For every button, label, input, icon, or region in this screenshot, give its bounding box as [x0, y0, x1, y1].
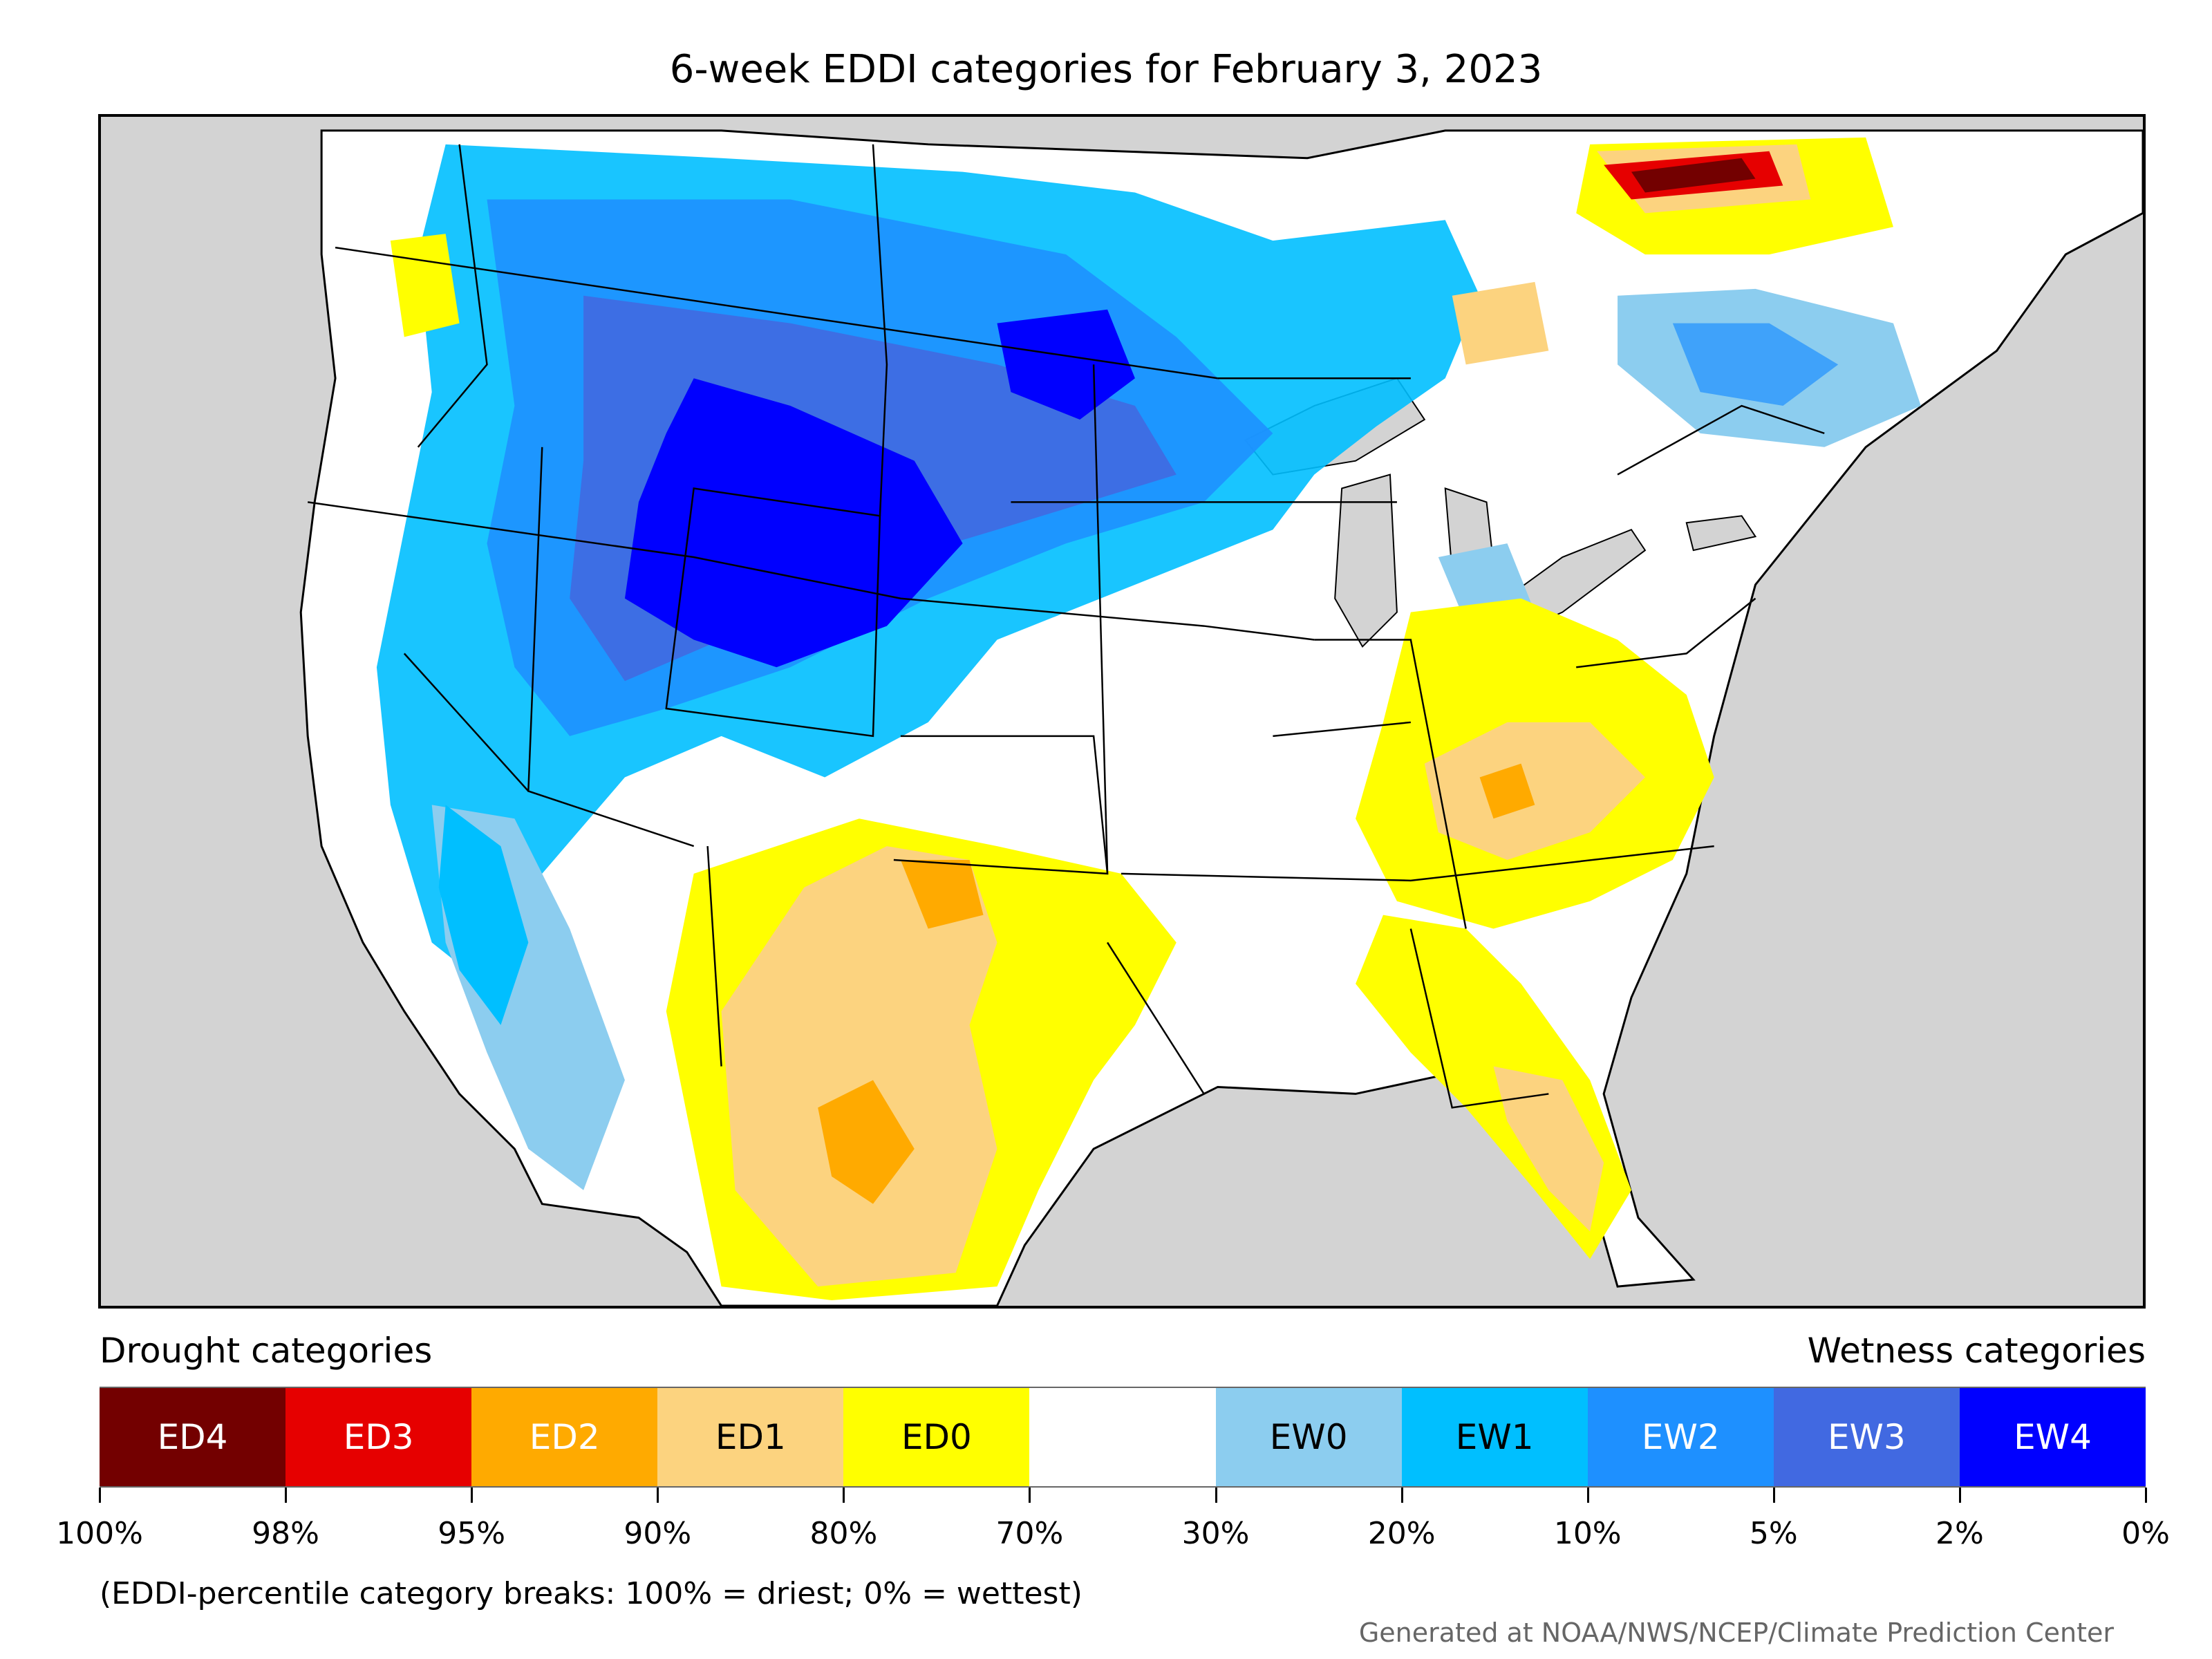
colorbar-tick-label: 20%: [1367, 1516, 1436, 1551]
colorbar-tick: [657, 1488, 659, 1503]
dry-region-ed4-quebec: [1631, 158, 1756, 193]
wetness-categories-label: Wetness categories: [1807, 1331, 2146, 1371]
colorbar-tick-label: 80%: [809, 1516, 878, 1551]
colorbar-tick-label: 90%: [624, 1516, 692, 1551]
category-colorbar: ED4 ED3 ED2 ED1 ED0 EW0 EW1 EW2 EW3 EW4: [100, 1387, 2146, 1488]
colorbar-tick-label: 5%: [1749, 1516, 1798, 1551]
wet-region-ew4-nd: [997, 309, 1135, 420]
colorbar-cell-ed0: ED0: [843, 1387, 1030, 1488]
colorbar-tick: [471, 1488, 474, 1503]
colorbar-tick: [1215, 1488, 1217, 1503]
colorbar-tick-label: 2%: [1936, 1516, 1984, 1551]
colorbar-tick: [285, 1488, 288, 1503]
colorbar-tick: [843, 1488, 845, 1503]
colorbar-tick: [2145, 1488, 2147, 1503]
colorbar-cell-ed3: ED3: [285, 1387, 472, 1488]
colorbar-tick: [1586, 1488, 1589, 1503]
colorbar-cell-normal: [1029, 1387, 1216, 1488]
colorbar-tick-label: 30%: [1181, 1516, 1250, 1551]
colorbar-tick: [99, 1488, 101, 1503]
colorbar-cell-ed1: ED1: [657, 1387, 844, 1488]
colorbar-cell-ew4: EW4: [1959, 1387, 2146, 1488]
credit-line: Generated at NOAA/NWS/NCEP/Climate Predi…: [1358, 1618, 2114, 1648]
category-breaks-note: (EDDI-percentile category breaks: 100% =…: [100, 1576, 1082, 1611]
eddi-map-canvas: [299, 129, 2143, 1306]
dry-region-ed1-ontario: [1452, 281, 1549, 365]
colorbar-cell-ed2: ED2: [471, 1387, 658, 1488]
colorbar-cell-ew3: EW3: [1773, 1387, 1960, 1488]
dry-region-ed1-kentucky: [1424, 722, 1645, 860]
colorbar-tick: [1772, 1488, 1775, 1503]
wet-region-ew1-ne: [1672, 323, 1839, 406]
colorbar-tick: [1958, 1488, 1961, 1503]
colorbar-tick-label: 0%: [2121, 1516, 2170, 1551]
dry-region-ed2-kentucky: [1479, 763, 1535, 819]
eddi-map: [98, 114, 2146, 1309]
dry-region-ed0-washington: [390, 234, 460, 337]
colorbar-cell-ew2: EW2: [1587, 1387, 1774, 1488]
colorbar-tick-label: 70%: [995, 1516, 1064, 1551]
state-boundaries: [308, 144, 1825, 1109]
wet-region-ew1-ca: [438, 805, 529, 1025]
colorbar-cell-ew1: EW1: [1401, 1387, 1588, 1488]
colorbar-cell-ew0: EW0: [1215, 1387, 1402, 1488]
colorbar-tick: [1029, 1488, 1031, 1503]
colorbar-ticks: [99, 1488, 2147, 1508]
drought-categories-label: Drought categories: [100, 1331, 433, 1371]
colorbar-cell-ed4: ED4: [100, 1387, 286, 1488]
colorbar-tick: [1400, 1488, 1403, 1503]
colorbar-tick-label: 10%: [1553, 1516, 1622, 1551]
colorbar-tick-label: 95%: [438, 1516, 506, 1551]
dry-region-ed1-texas: [721, 846, 997, 1287]
dry-region-ed2-texas: [818, 860, 984, 1204]
map-title: 6-week EDDI categories for February 3, 2…: [669, 47, 1543, 92]
colorbar-tick-label: 98%: [252, 1516, 319, 1551]
colorbar-tick-label: 100%: [56, 1516, 143, 1551]
